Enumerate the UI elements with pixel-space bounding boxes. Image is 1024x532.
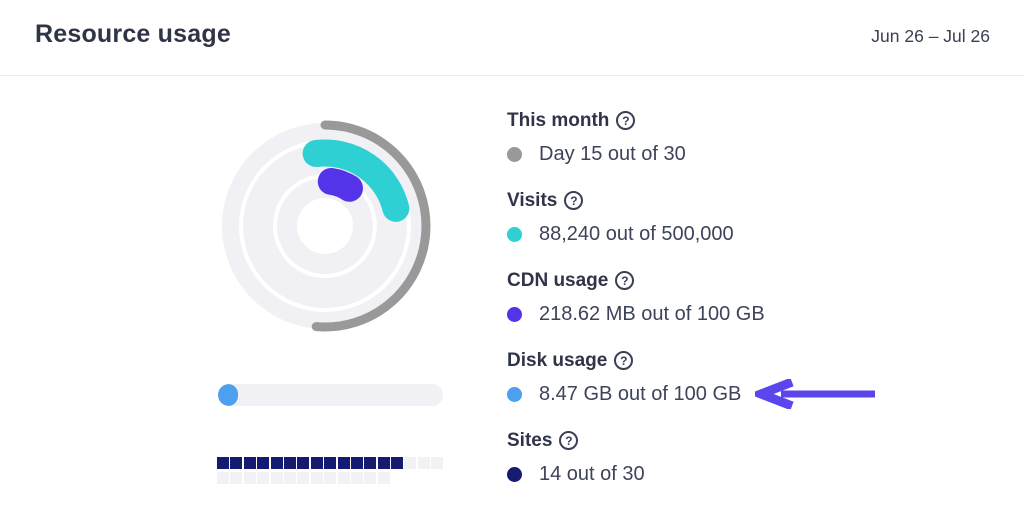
site-segment-empty [257, 472, 270, 484]
site-segment-empty [283, 472, 296, 484]
header-divider [0, 75, 1024, 76]
stat-section-visits: Visits ? 88,240 out of 500,000 [507, 189, 877, 246]
site-segment-filled [310, 457, 323, 469]
disk-usage-progress-track [218, 384, 443, 406]
site-segment-empty [431, 457, 444, 469]
site-segment-filled [270, 457, 283, 469]
disk-usage-progress-fill [218, 384, 238, 406]
stat-section-this-month: This month ? Day 15 out of 30 [507, 109, 877, 166]
donut-center-hole [297, 198, 353, 254]
site-segment-filled [297, 457, 310, 469]
site-segment-filled [243, 457, 256, 469]
site-segment-filled [217, 457, 229, 469]
day-progress-arc [311, 120, 431, 332]
site-segment-filled [391, 457, 404, 469]
help-icon[interactable]: ? [564, 191, 584, 210]
help-icon[interactable]: ? [616, 111, 636, 130]
site-segment-empty [297, 472, 310, 484]
site-segment-filled [337, 457, 350, 469]
site-segment-empty [377, 472, 390, 484]
stat-section-sites: Sites ? 14 out of 30 [507, 429, 877, 486]
usage-donut-chart [222, 120, 431, 332]
site-segment-filled [350, 457, 363, 469]
site-segment-empty [270, 472, 283, 484]
site-segment-filled [230, 457, 243, 469]
sites-label: Sites [507, 429, 553, 451]
site-segment-empty [217, 472, 229, 484]
site-segment-filled [324, 457, 337, 469]
disk-usage-label: Disk usage [507, 349, 608, 371]
site-segment-empty [350, 472, 363, 484]
page-title: Resource usage [35, 20, 231, 48]
disk-usage-value: 8.47 GB out of 100 GB [539, 382, 742, 405]
usage-legend: This month ? Day 15 out of 30 Visits ? 8… [507, 109, 877, 509]
site-segment-empty [230, 472, 243, 484]
visits-legend-dot [507, 226, 522, 242]
site-segment-empty [324, 472, 337, 484]
site-segment-empty [337, 472, 350, 484]
sites-segmented-bar [217, 457, 444, 484]
day-legend-dot [507, 146, 522, 162]
site-segment-filled [257, 457, 270, 469]
site-segment-empty [243, 472, 256, 484]
billing-period: Jun 26 – Jul 26 [871, 26, 990, 46]
annotation-arrow-icon [755, 379, 876, 409]
site-segment-filled [283, 457, 296, 469]
cdn-usage-value: 218.62 MB out of 100 GB [539, 302, 765, 325]
help-icon[interactable]: ? [614, 351, 634, 370]
stat-section-cdn-usage: CDN usage ? 218.62 MB out of 100 GB [507, 269, 877, 326]
site-segment-empty [364, 472, 377, 484]
help-icon[interactable]: ? [615, 271, 635, 290]
stat-section-disk-usage: Disk usage ? 8.47 GB out of 100 GB [507, 349, 877, 409]
card-header: Resource usage Jun 26 – Jul 26 [0, 0, 1024, 76]
this-month-label: This month [507, 109, 610, 131]
cdn-usage-label: CDN usage [507, 269, 609, 291]
this-month-value: Day 15 out of 30 [539, 142, 686, 165]
site-segment-empty [310, 472, 323, 484]
site-segment-empty [417, 457, 430, 469]
site-segment-filled [364, 457, 377, 469]
visits-label: Visits [507, 189, 558, 211]
disk-legend-dot [507, 386, 522, 402]
help-icon[interactable]: ? [559, 431, 579, 450]
sites-value: 14 out of 30 [539, 462, 645, 485]
site-segment-filled [377, 457, 390, 469]
cdn-legend-dot [507, 306, 522, 322]
sites-legend-dot [507, 466, 522, 482]
site-segment-empty [404, 457, 417, 469]
visits-arc [302, 139, 410, 222]
cdn-usage-arc [317, 167, 364, 202]
visits-value: 88,240 out of 500,000 [539, 222, 734, 245]
